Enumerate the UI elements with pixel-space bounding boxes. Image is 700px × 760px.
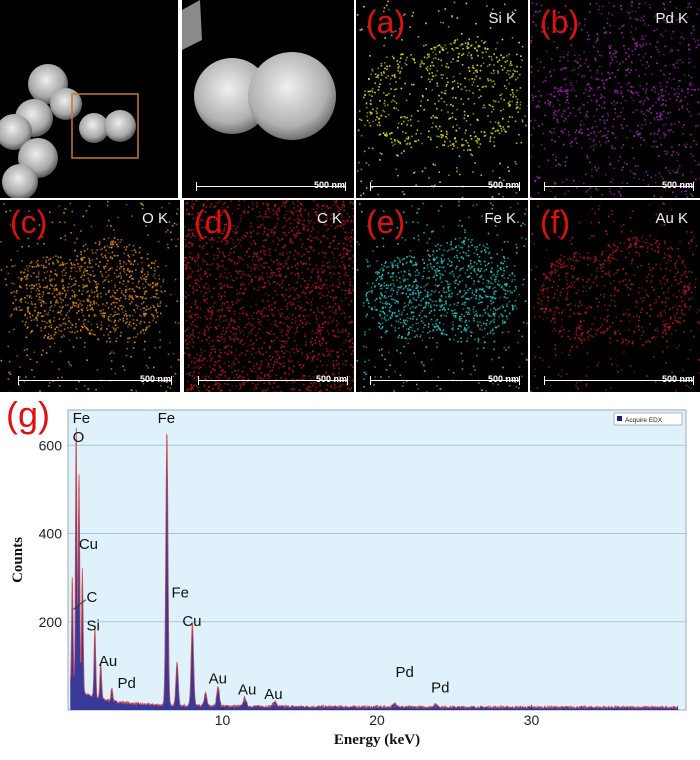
peak-label: Au — [264, 686, 282, 703]
peak-point — [78, 488, 80, 491]
peak-label: Au — [99, 653, 117, 670]
peak-label: Fe — [73, 410, 91, 427]
peak-label: Cu — [182, 613, 201, 630]
y-tick-label: 600 — [39, 437, 63, 453]
peak-label: Au — [209, 671, 227, 688]
zoomed-haadf-image: 500 nm — [182, 0, 354, 198]
panel-letter: (a) — [366, 4, 406, 40]
legend-swatch — [617, 416, 622, 421]
peak-point — [81, 585, 84, 588]
x-tick-label: 10 — [215, 712, 231, 728]
peak-point — [434, 706, 437, 709]
scale-label: 500 nm — [140, 374, 172, 384]
peak-label: Pd — [396, 664, 414, 681]
element-label: Si K — [488, 10, 516, 27]
scale-label: 500 nm — [488, 374, 520, 384]
x-axis-label: Energy (keV) — [334, 732, 420, 748]
scale-label: 500 nm — [488, 180, 520, 190]
fe-map-panel: (e) Fe K 500 nm — [356, 200, 528, 392]
legend-label: Acquire EDX — [625, 417, 663, 424]
scale-bar: 500 nm — [370, 180, 520, 192]
peak-point — [191, 625, 194, 627]
scale-bar: 500 nm — [544, 374, 694, 386]
spectrum-line — [69, 427, 678, 710]
edx-spectrum-chart: 200 400 600 10 20 30 Fe O Cu C Si Au Pd Fe Fe Cu Au Au Au P… — [0, 394, 700, 760]
peak-label: Cu — [79, 536, 98, 553]
scale-bar: 500 nm — [370, 374, 520, 386]
peak-point — [217, 689, 219, 691]
y-axis-label: Counts — [10, 537, 26, 583]
overview-haadf-image — [0, 0, 178, 198]
fe-map — [356, 200, 528, 392]
scale-bar: 500 nm — [544, 180, 694, 192]
peak-label: C — [87, 589, 98, 606]
peak-label: Pd — [117, 675, 135, 692]
peak-point — [111, 695, 113, 698]
scale-bar: 500 nm — [196, 180, 346, 192]
y-tick-label: 200 — [39, 614, 63, 630]
zoomed-particles — [182, 0, 336, 140]
label-leader-line — [73, 599, 87, 610]
element-label: O K — [142, 210, 168, 227]
c-map-panel: (d) C K 500 nm — [184, 200, 354, 392]
scale-label: 500 nm — [662, 180, 694, 190]
plot-area — [67, 409, 687, 711]
element-label: C K — [316, 210, 342, 227]
peak-point — [204, 695, 207, 698]
peak-label: Pd — [431, 679, 449, 696]
peak-point — [99, 673, 102, 676]
peak-point — [71, 598, 74, 601]
scale-bar: 500 nm — [18, 374, 172, 386]
c-map — [184, 200, 354, 392]
element-label: Au K — [655, 210, 688, 227]
peak-point — [176, 665, 178, 667]
peak-label: O — [73, 429, 85, 446]
selection-box — [71, 93, 139, 159]
y-tick-label: 400 — [39, 526, 63, 542]
panel-letter: (d) — [194, 204, 234, 240]
x-tick-label: 30 — [524, 712, 540, 728]
element-label: Fe K — [484, 210, 516, 227]
panel-letter: (b) — [540, 4, 580, 40]
pd-map — [530, 0, 700, 198]
au-map — [530, 202, 700, 392]
pd-map-panel: (b) Pd K 500 nm — [530, 0, 700, 198]
scale-label: 500 nm — [316, 374, 348, 384]
peak-label: Fe — [158, 410, 176, 427]
scale-label: 500 nm — [662, 374, 694, 384]
legend: Acquire EDX — [613, 412, 683, 426]
panel-letter: (f) — [540, 204, 571, 240]
peak-point — [273, 703, 276, 706]
peak-label: Si — [87, 618, 100, 635]
overview-particles — [0, 64, 139, 198]
panel-letter: (c) — [10, 204, 48, 240]
o-map — [0, 200, 180, 392]
peak-point — [94, 638, 96, 641]
scale-label: 500 nm — [314, 180, 346, 190]
element-label: Pd K — [655, 10, 688, 27]
peak-point — [75, 442, 77, 444]
panel-letter: (e) — [366, 204, 406, 240]
au-map-panel: (f) Au K 500 nm — [530, 200, 700, 392]
peak-label: Fe — [172, 585, 190, 602]
peak-label: Au — [238, 682, 256, 699]
si-map — [356, 0, 528, 198]
o-map-panel: (c) O K 500 nm — [0, 200, 180, 392]
scale-bar: 500 nm — [198, 374, 348, 386]
peak-point — [394, 705, 397, 708]
x-tick-label: 20 — [369, 712, 385, 728]
si-map-panel: (a) Si K 500 nm — [356, 0, 528, 198]
panel-letter: (g) — [6, 394, 50, 435]
peak-point — [166, 435, 168, 438]
peak-point — [243, 700, 246, 702]
